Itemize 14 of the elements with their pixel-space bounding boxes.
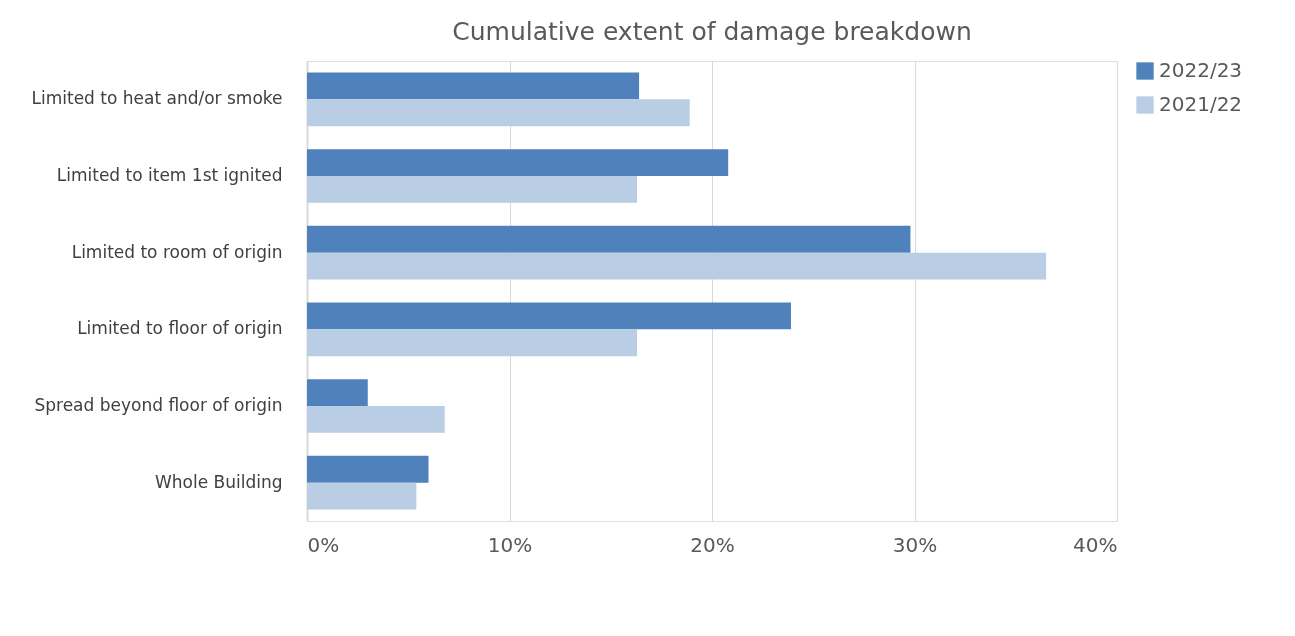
y-tick-label: Spread beyond floor of origin (34, 395, 283, 415)
x-tick-label: 0% (307, 532, 340, 557)
y-tick-label: Limited to item 1st ignited (56, 165, 283, 185)
y-tick-label: Whole Building (154, 471, 283, 492)
x-tick-label: 40% (1073, 532, 1118, 557)
legend-label: 2021/22 (1159, 92, 1243, 116)
y-tick-label: Limited to heat and/or smoke (31, 88, 283, 109)
legend-label: 2022/23 (1159, 58, 1243, 82)
chart-title: Cumulative extent of damage breakdown (452, 17, 972, 46)
y-tick-label: Limited to room of origin (71, 241, 283, 262)
y-tick-label: Limited to floor of origin (77, 318, 283, 339)
x-tick-label: 20% (690, 532, 735, 557)
x-tick-label: 10% (487, 532, 533, 557)
x-tick-label: 30% (892, 532, 938, 557)
